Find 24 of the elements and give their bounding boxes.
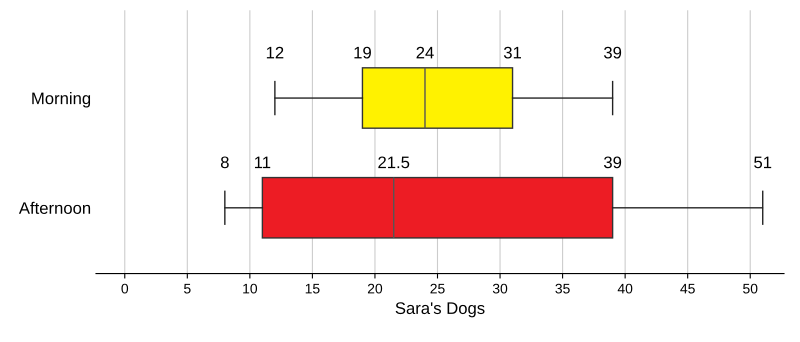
x-axis-title: Sara's Dogs xyxy=(396,302,485,318)
y-tick-label: Afternoon xyxy=(18,202,90,214)
x-tick-label: 40 xyxy=(618,284,632,294)
y-tick-label: Morning xyxy=(32,92,90,108)
annotation: 11 xyxy=(254,156,270,168)
x-tick-label: 25 xyxy=(430,284,445,294)
x-tick-label: 35 xyxy=(555,284,570,294)
x-tick-label: 30 xyxy=(492,284,508,294)
annotation: 12 xyxy=(266,46,284,58)
x-tick-label: 0 xyxy=(121,284,128,294)
x-tick-label: 45 xyxy=(680,284,695,294)
x-tick-label: 50 xyxy=(743,284,758,294)
annotation: 51 xyxy=(754,156,772,168)
annotation: 39 xyxy=(604,156,622,168)
x-tick-label: 20 xyxy=(368,284,382,294)
annotation: 31 xyxy=(504,46,522,59)
annotation: 21.5 xyxy=(378,156,410,168)
annotation: 8 xyxy=(220,156,229,168)
x-tick-label: 15 xyxy=(306,284,320,294)
x-tick-label: 5 xyxy=(184,284,191,294)
annotation: 24 xyxy=(416,46,434,58)
annotation: 19 xyxy=(354,46,371,59)
x-tick-label: 10 xyxy=(243,284,258,294)
annotation: 39 xyxy=(604,46,622,59)
